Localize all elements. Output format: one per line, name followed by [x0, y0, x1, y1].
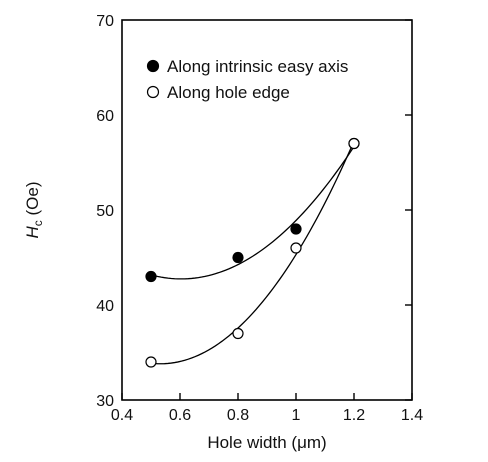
x-tick-label: 1 — [292, 407, 301, 424]
y-tick-label: 40 — [96, 298, 114, 315]
x-tick-label: 1.4 — [401, 407, 423, 424]
legend-label-easy-axis: Along intrinsic easy axis — [167, 57, 348, 76]
data-point-series-1 — [232, 327, 244, 340]
fit-curves — [150, 140, 355, 365]
x-tick-label: 0.8 — [227, 407, 249, 424]
x-tick-label: 0.6 — [169, 407, 191, 424]
legend: Along intrinsic easy axis Along hole edg… — [146, 57, 348, 102]
data-point-series-0 — [290, 223, 302, 235]
fit-curve-series-0 — [150, 146, 355, 280]
y-axis-symbol: H — [23, 226, 42, 239]
data-point-series-0 — [232, 251, 244, 264]
legend-marker-filled — [146, 59, 160, 73]
data-points — [145, 137, 360, 368]
x-axis-label: Hole width (μm) — [207, 433, 326, 452]
data-point-series-1 — [348, 137, 360, 150]
data-point-series-1 — [145, 356, 157, 368]
x-tick-label: 1.2 — [343, 407, 365, 424]
y-tick-label: 70 — [96, 13, 114, 30]
x-tick-label: 0.4 — [111, 407, 133, 424]
y-tick-label: 60 — [96, 108, 114, 125]
legend-label-hole-edge: Along hole edge — [167, 83, 290, 102]
data-point-series-1 — [290, 242, 302, 254]
y-axis-unit: (Oe) — [23, 181, 42, 220]
y-tick-label: 30 — [96, 393, 114, 410]
ticks: 0.4 0.6 0.8 1 1.2 1.4 30 40 50 60 70 — [96, 13, 423, 424]
data-point-series-0 — [145, 270, 157, 283]
fit-curve-series-1 — [150, 140, 355, 365]
y-tick-label: 50 — [96, 203, 114, 220]
y-axis-label: Hc (Oe) — [23, 181, 45, 238]
legend-marker-open — [146, 85, 160, 99]
plot-frame — [121, 19, 413, 401]
y-axis-subscript: c — [31, 220, 45, 226]
